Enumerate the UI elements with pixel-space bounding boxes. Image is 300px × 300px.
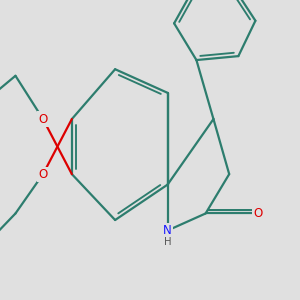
- Text: O: O: [38, 168, 48, 181]
- Text: H: H: [164, 237, 171, 248]
- Text: O: O: [254, 207, 263, 220]
- Text: N: N: [163, 224, 172, 237]
- Text: O: O: [38, 112, 48, 126]
